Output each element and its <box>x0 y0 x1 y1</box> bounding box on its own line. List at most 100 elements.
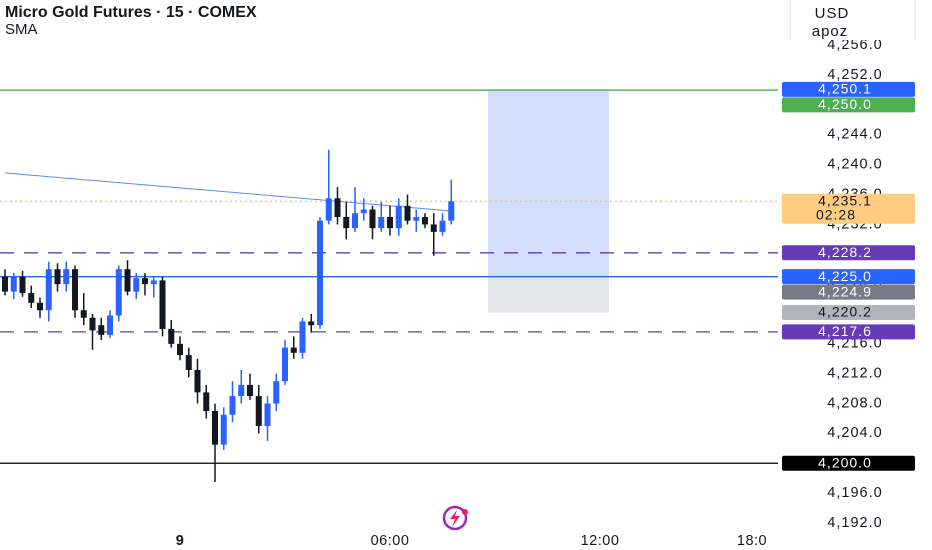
candle-body <box>28 293 35 303</box>
candle-body <box>325 198 332 221</box>
x-tick-label: 9 <box>176 533 185 549</box>
price-badge <box>782 193 915 224</box>
price-badge-label: 4,235.1 <box>818 192 872 208</box>
candle-body <box>19 276 26 294</box>
icon-bolt <box>450 510 460 527</box>
candle-body <box>107 315 114 335</box>
candle-body <box>378 216 385 229</box>
candle-body <box>386 216 393 229</box>
price-badge <box>782 284 915 300</box>
candle-body <box>212 411 219 445</box>
x-tick-label: 18:0 <box>737 533 767 549</box>
candle-body <box>281 347 288 382</box>
candle-body <box>404 205 411 221</box>
candle-body <box>194 369 201 393</box>
candle-body <box>80 310 87 318</box>
candle-body <box>37 302 44 311</box>
price-badge-label: 4,228.2 <box>818 244 872 260</box>
candle-body <box>115 269 122 316</box>
candle-body <box>316 220 323 326</box>
indicator-label[interactable]: SMA <box>5 21 38 38</box>
candle-body <box>247 384 254 397</box>
candle-body <box>72 269 79 311</box>
candle-body <box>334 198 341 217</box>
x-tick-label: 12:00 <box>581 533 620 549</box>
countdown: 02:28 <box>816 206 856 222</box>
candle-body <box>220 414 227 445</box>
candle-body <box>395 205 402 229</box>
chart-title: Micro Gold Futures · 15 · COMEX <box>5 4 257 21</box>
candle-body <box>63 269 70 285</box>
candle-body <box>255 396 262 426</box>
price-badge <box>782 97 915 113</box>
candle-body <box>351 213 358 229</box>
price-badge-label: 4,200.0 <box>818 454 872 470</box>
replay-icon[interactable] <box>442 505 468 531</box>
icon-dot <box>462 509 468 515</box>
y-tick-label: 4,204.0 <box>827 425 882 441</box>
candle-body <box>448 201 455 221</box>
price-badge <box>782 455 915 471</box>
candle-body <box>98 325 105 335</box>
price-badge <box>782 81 915 97</box>
candle-body <box>290 347 297 353</box>
header: Micro Gold Futures · 15 · COMEX SMA USD … <box>5 0 916 40</box>
currency-box <box>790 0 915 40</box>
price-badge <box>782 305 915 321</box>
position-profit <box>487 90 610 277</box>
candle-body <box>168 328 175 344</box>
y-tick-label: 4,240.0 <box>827 157 882 173</box>
candle-body <box>439 220 446 232</box>
candle-body <box>264 403 271 426</box>
plot-area: 9 06:00 12:00 18:0 <box>0 89 811 549</box>
candle-body <box>238 384 245 397</box>
y-tick-label: 4,208.0 <box>827 395 882 411</box>
candle-body <box>413 216 420 221</box>
candle-body <box>308 321 315 326</box>
candle-body <box>273 381 280 404</box>
candle-body <box>54 269 61 285</box>
y-tick-label: 4,256.0 <box>827 37 882 53</box>
candle-body <box>185 355 192 370</box>
candle-body <box>2 276 9 292</box>
y-tick-label: 4,252.0 <box>827 67 882 83</box>
candle-body <box>159 280 166 329</box>
candle-body <box>360 209 367 214</box>
candle-body <box>203 392 210 412</box>
candle-body <box>430 224 437 232</box>
candle-body <box>421 216 428 225</box>
sma-line <box>4 172 452 212</box>
scale-label[interactable]: apoz <box>812 23 849 40</box>
candle-body <box>229 396 236 415</box>
icon-ring <box>442 505 468 531</box>
price-badge-label: 4,225.0 <box>818 268 872 284</box>
candle-body <box>133 278 140 292</box>
x-tick-label: 06:00 <box>371 533 410 549</box>
y-tick-label: 4,216.0 <box>827 336 882 352</box>
candle-body <box>142 278 149 285</box>
y-tick-label: 4,196.0 <box>827 485 882 501</box>
price-badge-label: 4,220.2 <box>818 304 872 320</box>
candle-body <box>343 216 350 229</box>
y-tick-label: 4,212.0 <box>827 366 882 382</box>
price-badge-label: 4,224.9 <box>818 283 872 299</box>
candle-body <box>45 269 52 311</box>
candle-body <box>124 269 131 292</box>
candle-body <box>299 321 306 353</box>
y-tick-label: 4,244.0 <box>827 127 882 143</box>
candle-body <box>177 343 184 356</box>
price-badge-label: 4,250.0 <box>818 96 872 112</box>
price-badge <box>782 269 915 285</box>
candle-body <box>10 276 17 292</box>
currency[interactable]: USD <box>815 5 850 22</box>
candle-body <box>89 317 96 331</box>
y-tick-label: 4,192.0 <box>827 515 882 531</box>
price-badge-label: 4,250.1 <box>818 81 872 97</box>
price-badge-label: 4,217.6 <box>818 323 872 339</box>
candle-body <box>150 280 157 285</box>
price-badges: 4,250.14,250.0 4,235.102:28 4,228.2 4,225.0… <box>782 81 915 471</box>
position-loss <box>487 276 610 313</box>
